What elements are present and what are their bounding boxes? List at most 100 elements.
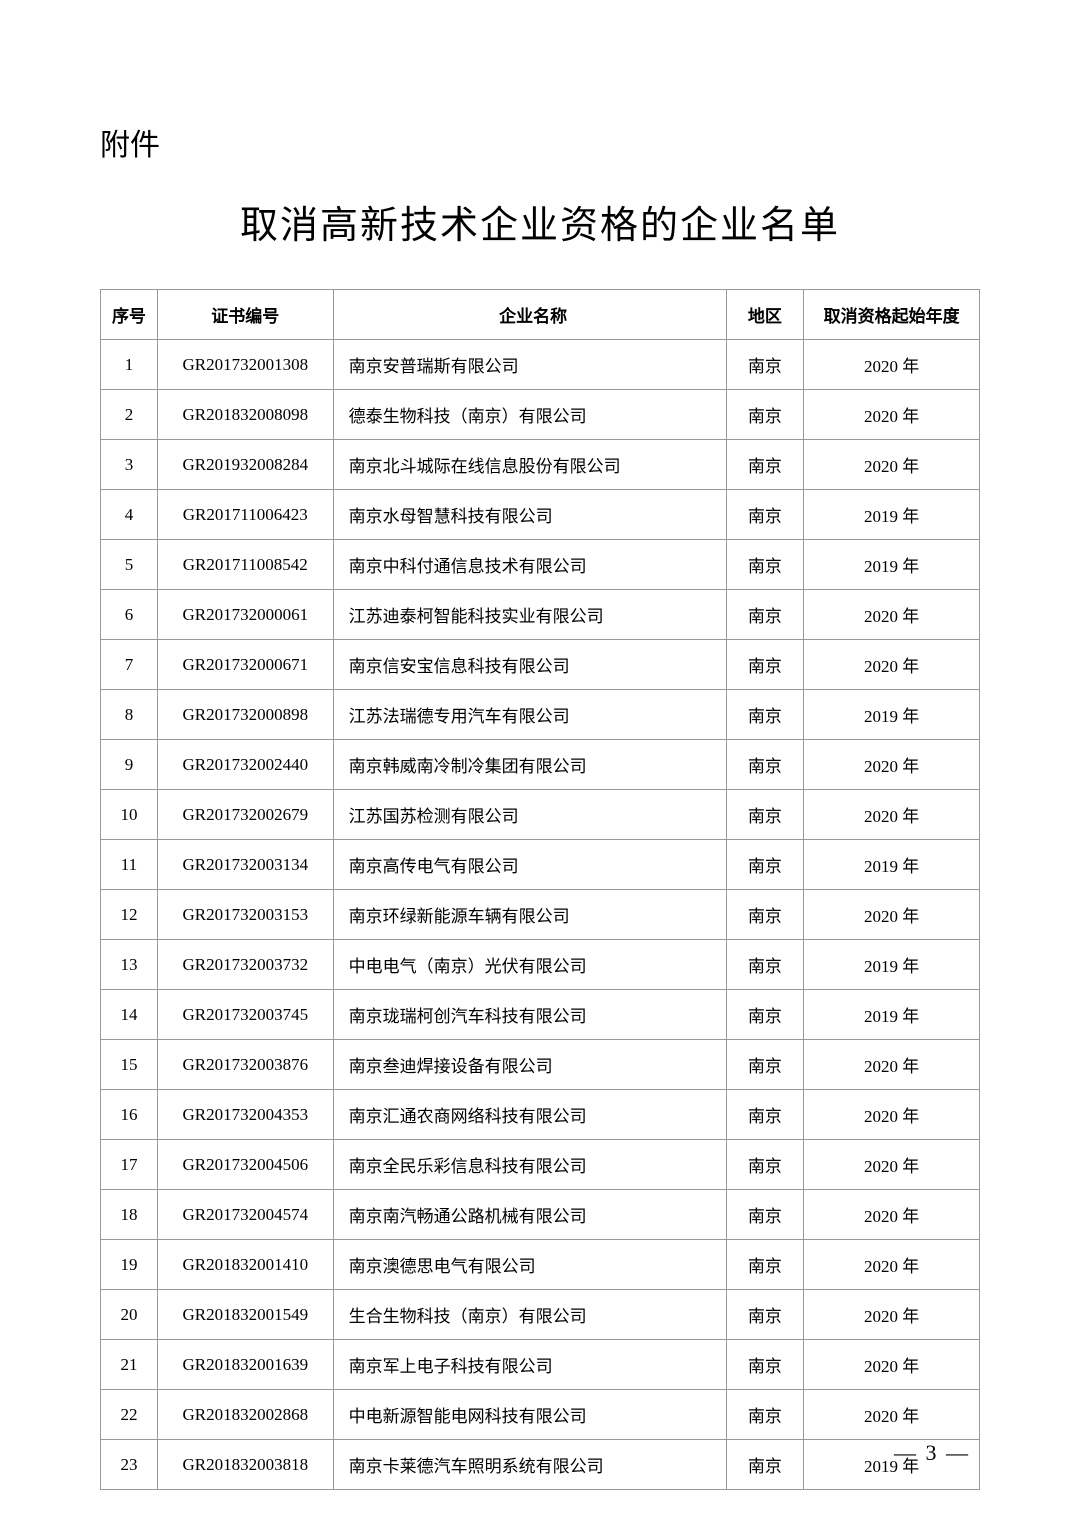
cell-name: 南京水母智慧科技有限公司	[333, 490, 726, 540]
cell-name: 江苏国苏检测有限公司	[333, 790, 726, 840]
cell-year: 2020 年	[804, 890, 980, 940]
cell-region: 南京	[726, 440, 804, 490]
table-row: 18GR201732004574南京南汽畅通公路机械有限公司南京2020 年	[101, 1190, 980, 1240]
cell-region: 南京	[726, 640, 804, 690]
cell-region: 南京	[726, 740, 804, 790]
cell-name: 中电新源智能电网科技有限公司	[333, 1390, 726, 1440]
cell-cert: GR201732000898	[157, 690, 333, 740]
cell-year: 2019 年	[804, 840, 980, 890]
cell-name: 南京卡莱德汽车照明系统有限公司	[333, 1440, 726, 1490]
table-row: 17GR201732004506南京全民乐彩信息科技有限公司南京2020 年	[101, 1140, 980, 1190]
attachment-label: 附件	[100, 120, 980, 164]
cell-name: 中电电气（南京）光伏有限公司	[333, 940, 726, 990]
cell-seq: 16	[101, 1090, 158, 1140]
header-region: 地区	[726, 290, 804, 340]
cell-region: 南京	[726, 1340, 804, 1390]
cell-year: 2019 年	[804, 540, 980, 590]
table-row: 3GR201932008284南京北斗城际在线信息股份有限公司南京2020 年	[101, 440, 980, 490]
cell-region: 南京	[726, 590, 804, 640]
cell-cert: GR201832002868	[157, 1390, 333, 1440]
cell-region: 南京	[726, 1190, 804, 1240]
cell-region: 南京	[726, 690, 804, 740]
header-year: 取消资格起始年度	[804, 290, 980, 340]
cell-seq: 14	[101, 990, 158, 1040]
cell-name: 南京汇通农商网络科技有限公司	[333, 1090, 726, 1140]
cell-seq: 22	[101, 1390, 158, 1440]
table-header-row: 序号 证书编号 企业名称 地区 取消资格起始年度	[101, 290, 980, 340]
cell-seq: 9	[101, 740, 158, 790]
cell-cert: GR201832001410	[157, 1240, 333, 1290]
cell-seq: 11	[101, 840, 158, 890]
cell-name: 南京北斗城际在线信息股份有限公司	[333, 440, 726, 490]
table-row: 6GR201732000061江苏迪泰柯智能科技实业有限公司南京2020 年	[101, 590, 980, 640]
cell-region: 南京	[726, 1040, 804, 1090]
table-row: 8GR201732000898江苏法瑞德专用汽车有限公司南京2019 年	[101, 690, 980, 740]
cell-cert: GR201932008284	[157, 440, 333, 490]
cell-seq: 2	[101, 390, 158, 440]
table-row: 9GR201732002440南京韩威南冷制冷集团有限公司南京2020 年	[101, 740, 980, 790]
cell-year: 2020 年	[804, 440, 980, 490]
header-seq: 序号	[101, 290, 158, 340]
cell-year: 2020 年	[804, 1240, 980, 1290]
cell-seq: 13	[101, 940, 158, 990]
cell-region: 南京	[726, 840, 804, 890]
cell-region: 南京	[726, 540, 804, 590]
table-row: 13GR201732003732中电电气（南京）光伏有限公司南京2019 年	[101, 940, 980, 990]
cell-cert: GR201732002679	[157, 790, 333, 840]
cell-year: 2020 年	[804, 1040, 980, 1090]
cell-seq: 7	[101, 640, 158, 690]
cell-name: 生合生物科技（南京）有限公司	[333, 1290, 726, 1340]
cell-seq: 5	[101, 540, 158, 590]
table-row: 11GR201732003134南京高传电气有限公司南京2019 年	[101, 840, 980, 890]
cell-seq: 8	[101, 690, 158, 740]
cell-cert: GR201732003732	[157, 940, 333, 990]
cell-region: 南京	[726, 1290, 804, 1340]
table-row: 1GR201732001308南京安普瑞斯有限公司南京2020 年	[101, 340, 980, 390]
cell-region: 南京	[726, 390, 804, 440]
cell-year: 2019 年	[804, 490, 980, 540]
cell-seq: 17	[101, 1140, 158, 1190]
cell-region: 南京	[726, 490, 804, 540]
cell-seq: 20	[101, 1290, 158, 1340]
cell-cert: GR201832003818	[157, 1440, 333, 1490]
cell-seq: 15	[101, 1040, 158, 1090]
table-row: 21GR201832001639南京军上电子科技有限公司南京2020 年	[101, 1340, 980, 1390]
cell-year: 2019 年	[804, 690, 980, 740]
cell-name: 江苏迪泰柯智能科技实业有限公司	[333, 590, 726, 640]
table-row: 5GR201711008542南京中科付通信息技术有限公司南京2019 年	[101, 540, 980, 590]
cell-region: 南京	[726, 1440, 804, 1490]
cell-seq: 12	[101, 890, 158, 940]
cell-cert: GR201732002440	[157, 740, 333, 790]
cell-year: 2020 年	[804, 1290, 980, 1340]
cell-region: 南京	[726, 1140, 804, 1190]
cell-year: 2020 年	[804, 1190, 980, 1240]
document-title: 取消高新技术企业资格的企业名单	[100, 194, 980, 249]
cell-name: 江苏法瑞德专用汽车有限公司	[333, 690, 726, 740]
cell-name: 南京韩威南冷制冷集团有限公司	[333, 740, 726, 790]
cell-region: 南京	[726, 1390, 804, 1440]
cell-name: 南京高传电气有限公司	[333, 840, 726, 890]
cell-year: 2020 年	[804, 1140, 980, 1190]
cell-cert: GR201732004574	[157, 1190, 333, 1240]
header-name: 企业名称	[333, 290, 726, 340]
table-row: 16GR201732004353南京汇通农商网络科技有限公司南京2020 年	[101, 1090, 980, 1140]
cell-year: 2020 年	[804, 1340, 980, 1390]
cell-region: 南京	[726, 1090, 804, 1140]
cell-year: 2019 年	[804, 990, 980, 1040]
cell-cert: GR201832001549	[157, 1290, 333, 1340]
cell-seq: 19	[101, 1240, 158, 1290]
cell-cert: GR201711008542	[157, 540, 333, 590]
cell-region: 南京	[726, 940, 804, 990]
cell-name: 南京澳德思电气有限公司	[333, 1240, 726, 1290]
table-row: 19GR201832001410南京澳德思电气有限公司南京2020 年	[101, 1240, 980, 1290]
cell-cert: GR201832001639	[157, 1340, 333, 1390]
cell-name: 南京全民乐彩信息科技有限公司	[333, 1140, 726, 1190]
header-cert: 证书编号	[157, 290, 333, 340]
cell-cert: GR201732004353	[157, 1090, 333, 1140]
cell-seq: 4	[101, 490, 158, 540]
cell-cert: GR201732000671	[157, 640, 333, 690]
cell-name: 南京信安宝信息科技有限公司	[333, 640, 726, 690]
table-row: 12GR201732003153南京环绿新能源车辆有限公司南京2020 年	[101, 890, 980, 940]
table-body: 1GR201732001308南京安普瑞斯有限公司南京2020 年2 GR2018…	[101, 340, 980, 1490]
table-row: 15GR201732003876南京叁迪焊接设备有限公司南京2020 年	[101, 1040, 980, 1090]
